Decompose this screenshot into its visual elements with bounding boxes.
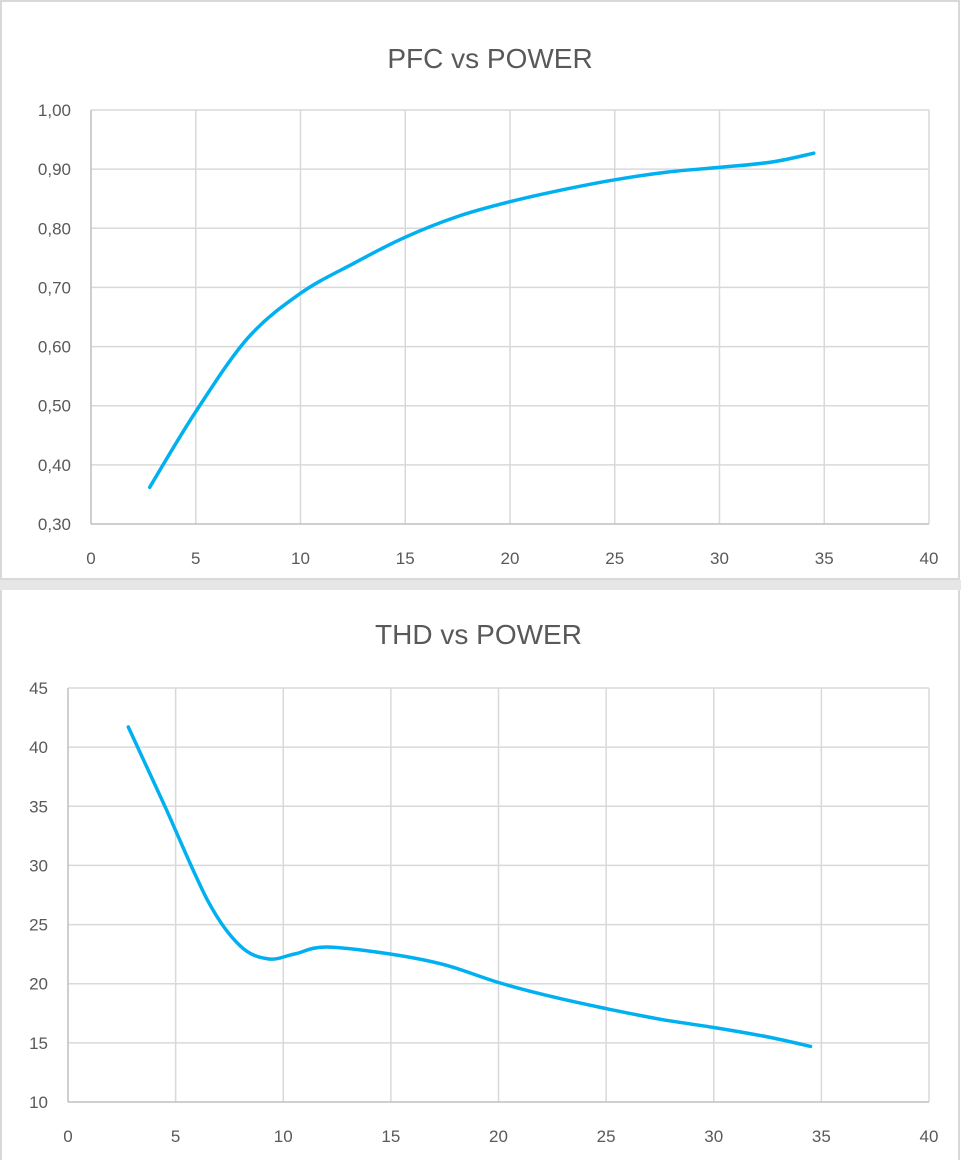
x-tick-label: 25 <box>605 549 624 568</box>
y-tick-label: 0,70 <box>38 278 71 297</box>
y-tick-label: 0,40 <box>38 456 71 475</box>
x-tick-label: 5 <box>191 549 200 568</box>
x-tick-label: 5 <box>171 1127 180 1146</box>
chart-panel-thd: THD vs POWER 0 5 10 15 20 25 30 35 40 10 15 20 25 30 35… <box>0 590 960 1160</box>
chart-panel-pfc: PFC vs POWER 0 5 10 15 20 25 30 35 40 0,30 0,40 0,50… <box>0 0 960 580</box>
x-tick-label: 25 <box>597 1127 616 1146</box>
y-tick-label: 0,60 <box>38 338 71 357</box>
series-line <box>126 725 813 1049</box>
y-tick-label: 40 <box>29 738 48 757</box>
y-tick-label: 0,30 <box>38 515 71 534</box>
x-tick-label: 10 <box>291 549 310 568</box>
chart-title: PFC vs POWER <box>387 43 592 74</box>
x-tick-label: 20 <box>489 1127 508 1146</box>
x-tick-label: 35 <box>812 1127 831 1146</box>
x-tick-label: 10 <box>274 1127 293 1146</box>
x-tick-label: 20 <box>501 549 520 568</box>
y-tick-label: 45 <box>29 679 48 698</box>
x-tick-label: 15 <box>381 1127 400 1146</box>
series-line <box>147 151 816 490</box>
thd-chart: THD vs POWER 0 5 10 15 20 25 30 35 40 10 15 20 25 30 35… <box>29 619 939 1146</box>
y-tick-label: 25 <box>29 916 48 935</box>
x-tick-label: 35 <box>815 549 834 568</box>
x-tick-label: 40 <box>920 549 939 568</box>
x-tick-label: 40 <box>920 1127 939 1146</box>
y-tick-label: 0,80 <box>38 219 71 238</box>
x-tick-label: 30 <box>710 549 729 568</box>
panel-separator <box>0 580 961 590</box>
x-tick-label: 0 <box>86 549 95 568</box>
x-tick-label: 15 <box>396 549 415 568</box>
y-tick-label: 1,00 <box>38 101 71 120</box>
pfc-chart: PFC vs POWER 0 5 10 15 20 25 30 35 40 0,30 0,40 0,50… <box>38 43 939 568</box>
chart-title: THD vs POWER <box>375 619 582 650</box>
y-tick-label: 30 <box>29 856 48 875</box>
y-tick-label: 0,50 <box>38 397 71 416</box>
y-tick-label: 10 <box>29 1093 48 1112</box>
y-tick-label: 15 <box>29 1034 48 1053</box>
x-tick-label: 30 <box>704 1127 723 1146</box>
x-tick-label: 0 <box>63 1127 72 1146</box>
y-tick-label: 35 <box>29 797 48 816</box>
y-tick-label: 0,90 <box>38 160 71 179</box>
y-tick-label: 20 <box>29 975 48 994</box>
